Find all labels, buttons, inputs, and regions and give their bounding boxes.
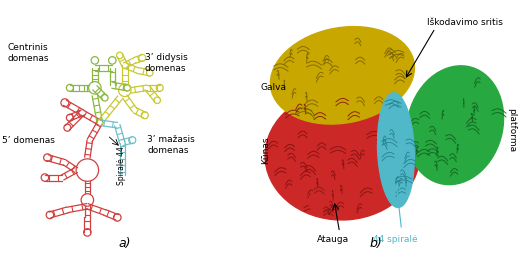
Ellipse shape	[406, 66, 503, 184]
Text: Kūnas: Kūnas	[261, 136, 270, 164]
Text: Spiralė 44: Spiralė 44	[116, 146, 125, 184]
Text: Atauga: Atauga	[317, 235, 349, 244]
Text: 44 spiralė: 44 spiralė	[373, 235, 418, 244]
Text: Centrinis
domenas: Centrinis domenas	[7, 43, 49, 63]
Text: 5’ domenas: 5’ domenas	[3, 136, 55, 145]
Ellipse shape	[270, 27, 415, 124]
Text: a): a)	[118, 237, 131, 250]
Text: 3’ mažasis
domenas: 3’ mažasis domenas	[147, 135, 195, 155]
Text: platforma: platforma	[507, 108, 516, 152]
Text: 3’ didysis
domenas: 3’ didysis domenas	[145, 53, 187, 73]
Ellipse shape	[378, 93, 414, 207]
Text: b): b)	[370, 237, 383, 250]
Text: Iškodavimo sritis: Iškodavimo sritis	[427, 19, 503, 27]
Ellipse shape	[309, 182, 359, 218]
Ellipse shape	[265, 90, 420, 220]
Text: Galva: Galva	[261, 83, 287, 92]
